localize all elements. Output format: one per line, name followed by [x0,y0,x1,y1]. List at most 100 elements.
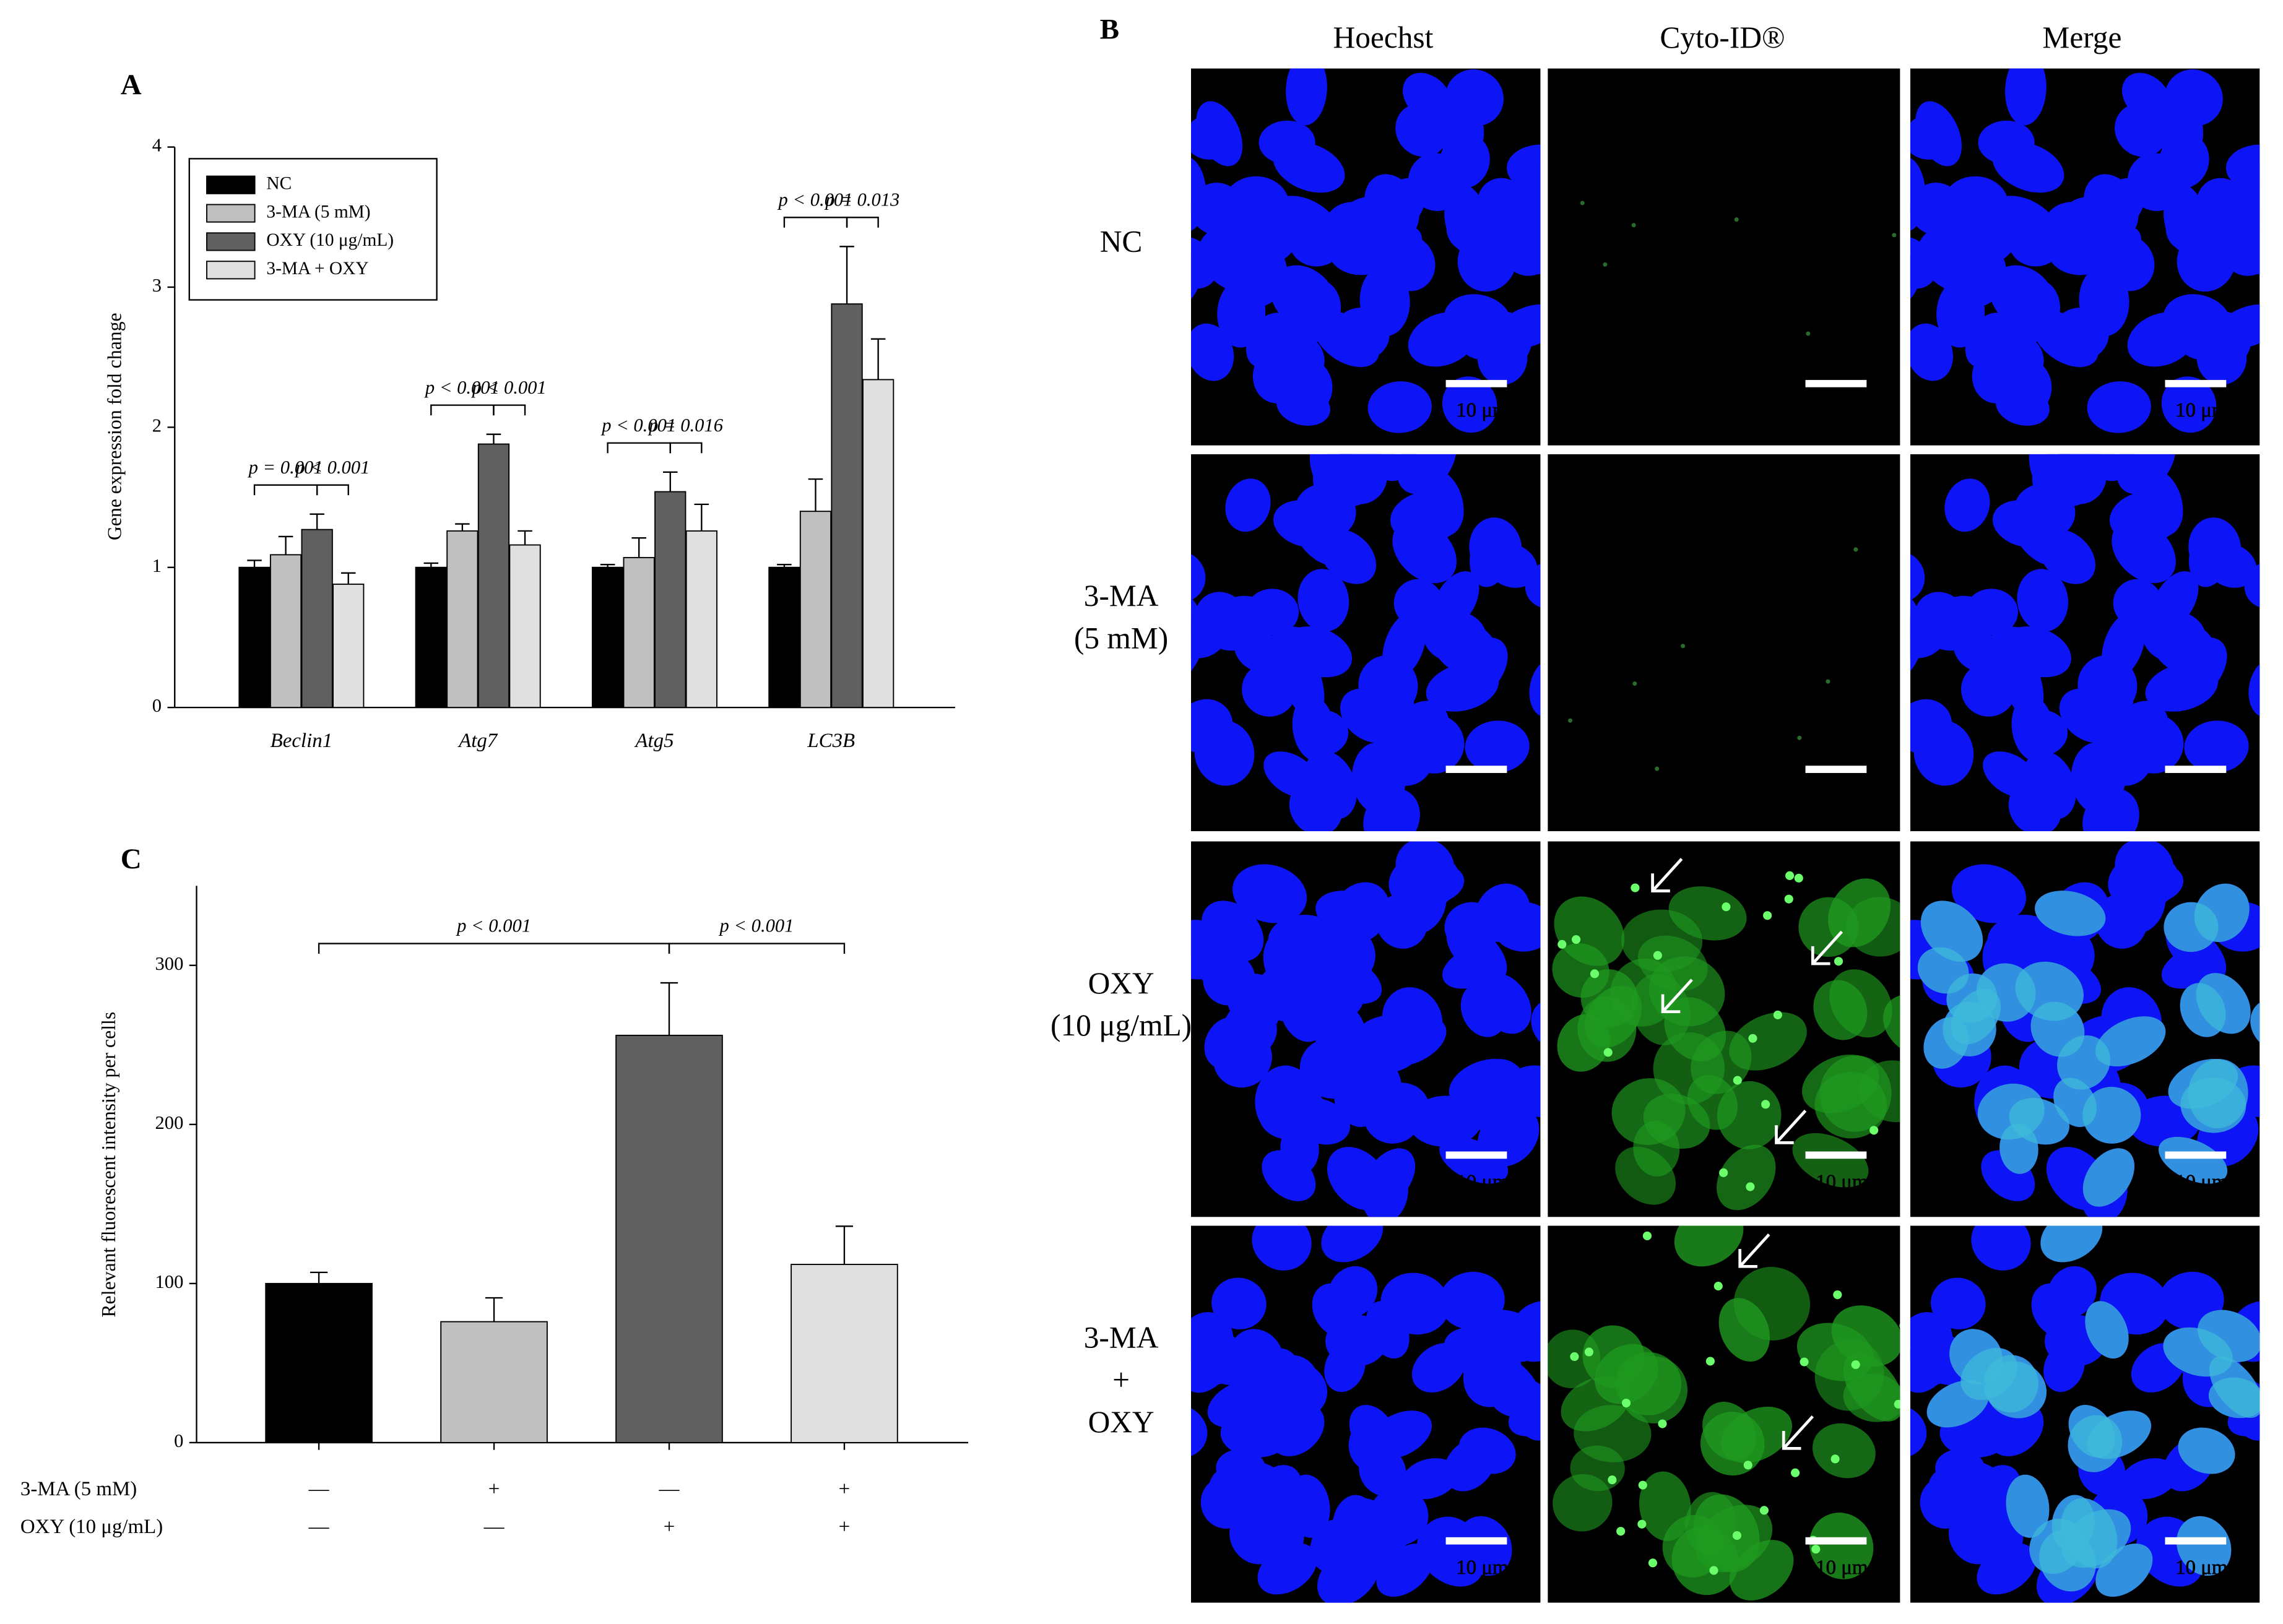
arrow-head [1782,1431,1801,1450]
treatment-mark: + [839,1478,851,1500]
scale-bar-label: 10 μm [1456,1171,1509,1193]
nucleus [2102,611,2146,680]
nucleus [1499,205,1541,276]
nucleus [2215,304,2260,348]
scale-bar-label: 10 μm [2175,399,2228,421]
merged-cell [1920,901,1983,962]
legend-swatch [206,204,256,223]
nucleus [1367,381,1432,433]
significance-bracket [783,217,848,228]
green-dot [1709,1566,1718,1575]
green-dot [1748,1034,1757,1043]
scale-bar-label: 10 μm [1816,399,1868,421]
green-dot [1580,201,1585,205]
green-dot [1719,1168,1728,1177]
significance-bracket [430,404,495,416]
nucleus [1325,1315,1388,1367]
scale-bar [1805,1151,1867,1159]
error-bar [870,338,886,380]
y-tick-label: 1 [152,555,162,576]
micrograph [1190,68,1541,446]
green-dot [1734,217,1739,222]
green-dot [1763,911,1772,920]
nucleus [1505,1065,1541,1117]
merged-cell [1960,1347,2017,1401]
green-cell [1717,1081,1782,1149]
bar [654,491,687,709]
nucleus [1286,68,1327,126]
arrow [1782,1415,1814,1450]
nucleus [1460,983,1507,1037]
nucleus [1328,1266,1378,1318]
nucleus [1245,589,1299,636]
nucleus [1403,72,1452,122]
bar [685,530,717,709]
green-dot [1892,233,1897,238]
micrograph [1548,68,1900,446]
green-cell [1792,1133,1869,1188]
nucleus [1529,659,1541,718]
nucleus [1376,1016,1447,1067]
nucleus [1249,1497,1304,1563]
nucleus [1496,304,1541,348]
bar [332,583,365,709]
nucleus [1437,94,1484,164]
nucleus [1985,331,2044,386]
green-cell [1648,956,1725,1027]
nucleus [1444,1327,1514,1377]
x-tick-label: Beclin1 [271,730,333,752]
scale-bar-label: 10 μm [1456,399,1509,421]
green-dot [1713,1282,1723,1291]
nucleus [2120,876,2166,933]
merged-cell [2040,1225,2103,1263]
green-dot [1811,1545,1821,1554]
nucleus [2039,529,2096,584]
green-cell [1553,1474,1613,1532]
nucleus [1910,1404,1927,1458]
significance-label: p = 0.013 [824,189,899,210]
green-dot [1543,568,1548,572]
scale-bar-label: 10 μm [1456,1557,1509,1579]
nucleus [1469,517,1522,579]
nucleus [1403,714,1465,774]
nucleus [1363,788,1420,832]
nucleus [2017,569,2069,632]
error-bar [694,503,709,531]
significance-bracket [669,442,703,454]
green-dot [1705,1357,1715,1366]
nucleus [1910,323,1954,381]
significance-label: p < 0.001 [600,415,676,436]
significance-bracket [316,484,349,496]
nucleus [1310,1518,1364,1574]
y-tick-label: 2 [152,415,162,436]
nucleus [1232,864,1307,923]
arrow-shaft [1738,1233,1770,1268]
nucleus [1449,1058,1519,1109]
row-label: 3-MA [1084,579,1159,613]
micrograph [1910,68,2260,446]
nucleus [2113,579,2164,629]
error-bar [518,530,532,545]
merged-cell [2057,1035,2110,1090]
nucleus [1273,141,1345,193]
green-dot [1642,1231,1652,1240]
green-cell [1577,996,1637,1062]
green-dot [1794,873,1803,883]
green-cell [1828,878,1891,948]
x-tick-label: Atg5 [634,730,674,752]
significance-label: p < 0.001 [718,915,794,936]
green-dot [1834,957,1843,966]
merged-cell [1943,1001,1996,1056]
green-dot [1833,1290,1842,1300]
nucleus [1297,569,1349,632]
x-tick-label: LC3B [807,730,855,752]
green-cell [1611,1078,1686,1146]
treatment-mark: — [308,1516,330,1538]
nucleus [2085,178,2146,241]
error-bar [310,513,324,530]
nucleus [2123,714,2184,774]
scale-bar [1805,766,1867,773]
nucleus [1910,1312,1953,1366]
treatment-mark: + [839,1516,851,1538]
merged-cell [2006,1474,2050,1538]
